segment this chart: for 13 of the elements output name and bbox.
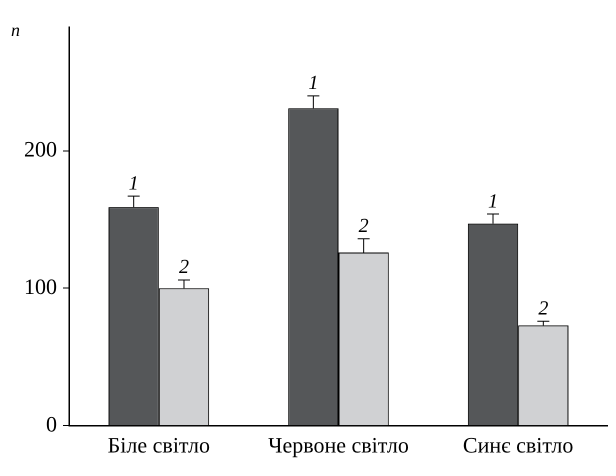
series-label: 2 [538, 297, 548, 320]
text: 2 [358, 215, 369, 238]
y-axis-title: n [11, 20, 20, 40]
text: 1 [308, 72, 318, 94]
x-tick-label: Червоне світло [268, 432, 409, 458]
y-tick-label: 100 [24, 274, 57, 299]
series-label: 1 [488, 190, 498, 212]
x-tick-label: Біле світло [108, 432, 210, 458]
y-tick-label: 200 [24, 136, 57, 162]
text: 2 [178, 256, 189, 278]
y-tick-label: 0 [46, 411, 57, 436]
x-tick-label: Синє світло [462, 432, 574, 458]
text: 1 [128, 172, 139, 194]
